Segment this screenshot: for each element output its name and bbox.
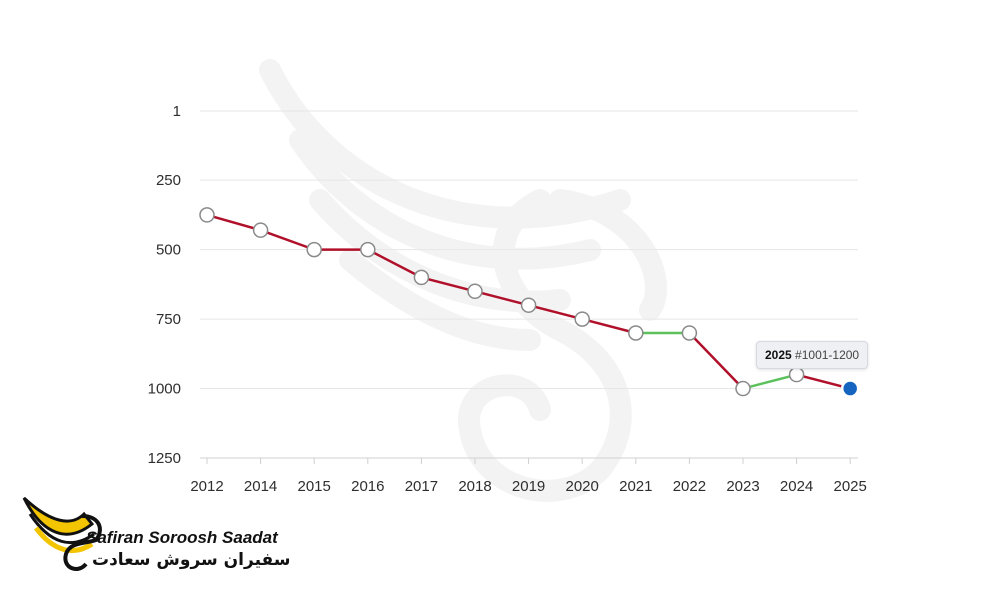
line-segment [741, 373, 798, 390]
line-segment [688, 331, 745, 390]
logo-bird-icon [22, 496, 102, 571]
x-tick-label: 2025 [834, 478, 867, 495]
y-tick-label: 1 [173, 103, 181, 120]
tooltip-rank: #1001-1200 [795, 348, 860, 362]
data-tooltip: 2025 #1001-1200 [756, 341, 869, 369]
y-tick-label: 1250 [148, 450, 181, 467]
data-point[interactable] [788, 366, 805, 383]
y-tick-label: 500 [156, 242, 181, 259]
x-tick-label: 2016 [351, 478, 384, 495]
highlighted-data-point[interactable] [840, 379, 860, 398]
data-point[interactable] [735, 380, 751, 397]
line-segment [205, 213, 262, 232]
company-logo: Safiran Soroosh Saadat سفیران سروش سعادت [22, 494, 302, 580]
x-tick-label: 2012 [190, 478, 223, 495]
line-segment [259, 228, 316, 251]
line-segment [420, 276, 477, 293]
data-point[interactable] [360, 241, 376, 258]
watermark-logo [259, 59, 667, 502]
x-tick-label: 2020 [566, 478, 599, 495]
x-tick-label: 2023 [726, 478, 759, 495]
x-axis-ticks: 2012 2014 2015 2016 2017 2018 2019 2020 2021 2022… [190, 458, 867, 495]
y-tick-label: 250 [156, 172, 181, 189]
x-tick-label: 2024 [780, 478, 813, 495]
data-point[interactable] [306, 241, 322, 258]
y-tick-label: 1000 [148, 381, 181, 398]
x-tick-label: 2017 [405, 478, 438, 495]
x-tick-label: 2022 [673, 478, 706, 495]
y-tick-label: 750 [156, 311, 181, 328]
data-point[interactable] [252, 222, 269, 238]
data-point[interactable] [520, 297, 537, 313]
series-points [199, 207, 860, 398]
line-segment [527, 303, 584, 321]
x-tick-label: 2021 [619, 478, 652, 495]
data-point[interactable] [199, 207, 215, 223]
data-point[interactable] [574, 311, 590, 327]
data-point[interactable] [681, 325, 698, 341]
x-tick-label: 2018 [458, 478, 491, 495]
series-line [205, 213, 852, 390]
logo-name-fa: سفیران سروش سعادت [92, 550, 291, 570]
tooltip-year: 2025 [765, 348, 792, 362]
line-segment [366, 248, 423, 279]
data-point[interactable] [413, 269, 430, 286]
data-point[interactable] [628, 325, 644, 341]
x-tick-label: 2019 [512, 478, 545, 495]
line-segment [473, 290, 530, 307]
data-point[interactable] [467, 283, 483, 300]
x-tick-label: 2014 [244, 478, 277, 495]
logo-name-en: Safiran Soroosh Saadat [86, 528, 278, 547]
line-segment [580, 317, 638, 335]
x-tick-label: 2015 [298, 478, 331, 495]
